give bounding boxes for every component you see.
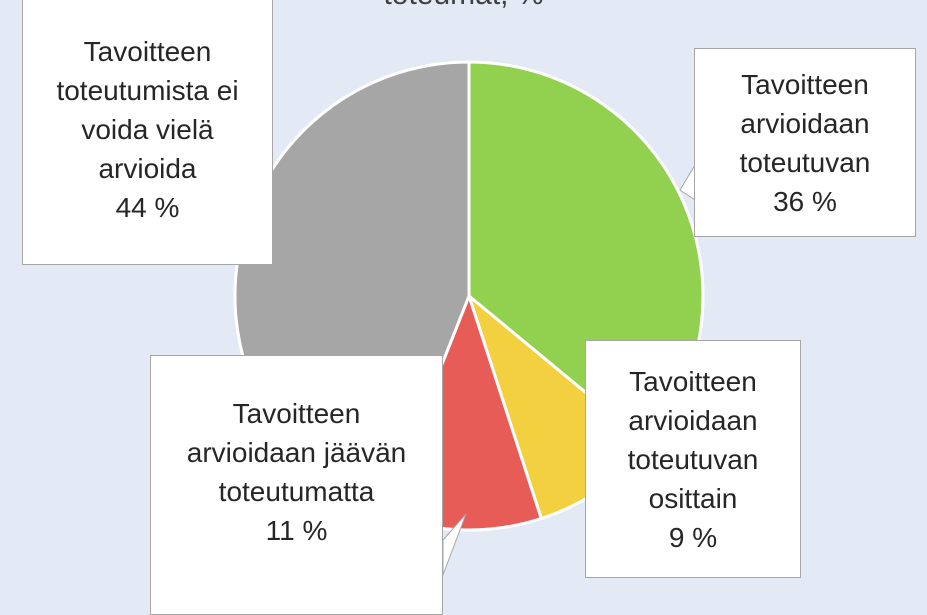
data-label-value: 11 % (265, 515, 328, 546)
chart-title: toteumat, % (0, 0, 927, 12)
callout-pointer (679, 163, 696, 201)
data-label-box: Tavoitteen arvioidaan toteutuvan osittai… (585, 340, 801, 578)
data-label-value: 36 % (773, 185, 837, 217)
callout-pointer (442, 513, 467, 576)
data-label-box: Tavoitteen arvioidaan jäävän toteutumatt… (150, 355, 443, 615)
data-label-category: Tavoitteen toteutumista ei voida vielä a… (56, 36, 239, 184)
data-label-category: Tavoitteen arvioidaan toteutuvan osittai… (627, 365, 759, 514)
data-label-value: 44 % (115, 192, 180, 223)
data-label-value: 9 % (668, 521, 718, 553)
data-label-box: Tavoitteen toteutumista ei voida vielä a… (22, 0, 273, 265)
data-label-category: Tavoitteen arvioidaan toteutuvan (739, 68, 871, 178)
data-label-box: Tavoitteen arvioidaan toteutuvan 36 % (694, 48, 916, 237)
data-label-category: Tavoitteen arvioidaan jäävän toteutumatt… (186, 398, 407, 507)
